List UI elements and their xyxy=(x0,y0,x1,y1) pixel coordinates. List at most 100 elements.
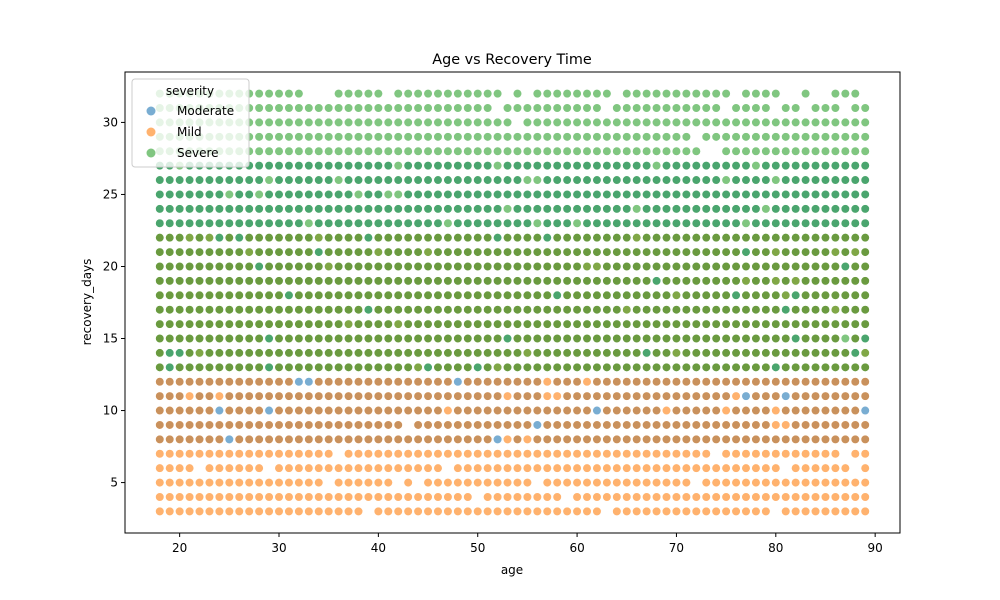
scatter-point-severe xyxy=(671,161,682,171)
scatter-point-mild xyxy=(830,405,841,416)
scatter-point-severe xyxy=(453,348,463,358)
scatter-point-mild xyxy=(572,391,582,401)
scatter-point-severe xyxy=(473,233,483,243)
scatter-point-mild xyxy=(443,405,453,416)
scatter-point-moderate xyxy=(304,377,314,387)
scatter-point-severe xyxy=(721,189,731,200)
scatter-point-severe xyxy=(562,319,572,329)
scatter-point-severe xyxy=(254,146,264,156)
scatter-point-severe xyxy=(602,348,612,358)
scatter-point-severe xyxy=(433,103,443,113)
scatter-point-severe xyxy=(671,333,682,344)
scatter-point-severe xyxy=(781,103,791,113)
scatter-point-severe xyxy=(850,305,860,315)
scatter-point-mild xyxy=(244,391,254,401)
scatter-point-severe xyxy=(254,89,264,99)
scatter-point-severe xyxy=(274,146,284,156)
scatter-point-severe xyxy=(413,189,423,200)
scatter-point-severe xyxy=(761,103,771,113)
scatter-point-mild xyxy=(324,506,334,516)
scatter-point-severe xyxy=(711,189,721,200)
scatter-point-severe xyxy=(810,362,821,372)
scatter-point-mild xyxy=(274,463,284,473)
scatter-point-severe xyxy=(353,333,364,344)
scatter-point-severe xyxy=(721,305,731,315)
scatter-point-mild xyxy=(304,492,314,502)
scatter-point-severe xyxy=(572,175,582,185)
scatter-point-severe xyxy=(642,161,652,171)
scatter-point-severe xyxy=(701,290,711,300)
scatter-point-mild xyxy=(622,391,632,401)
scatter-point-mild xyxy=(791,506,801,516)
scatter-point-mild xyxy=(284,434,294,444)
scatter-point-severe xyxy=(224,218,234,228)
scatter-point-mild xyxy=(741,420,751,430)
scatter-point-severe xyxy=(632,290,642,300)
scatter-point-mild xyxy=(383,449,393,459)
scatter-point-severe xyxy=(314,146,324,156)
scatter-point-severe xyxy=(403,218,413,228)
scatter-point-mild xyxy=(502,434,513,444)
scatter-point-mild xyxy=(512,449,523,459)
scatter-point-mild xyxy=(840,377,850,387)
scatter-point-severe xyxy=(711,305,721,315)
scatter-point-severe xyxy=(791,132,801,142)
scatter-point-mild xyxy=(771,477,781,488)
scatter-point-severe xyxy=(542,218,552,228)
scatter-point-mild xyxy=(522,434,533,444)
scatter-point-mild xyxy=(224,506,234,516)
scatter-point-severe xyxy=(691,218,701,228)
scatter-point-mild xyxy=(810,463,821,473)
scatter-point-severe xyxy=(492,218,503,228)
scatter-point-severe xyxy=(691,333,701,344)
scatter-point-severe xyxy=(721,247,731,257)
scatter-point-severe xyxy=(661,161,672,171)
scatter-point-severe xyxy=(632,261,642,272)
scatter-point-severe xyxy=(373,146,383,156)
scatter-point-severe xyxy=(284,189,294,200)
scatter-point-severe xyxy=(165,204,175,214)
scatter-point-severe xyxy=(502,261,513,272)
scatter-point-mild xyxy=(175,477,185,488)
scatter-point-severe xyxy=(542,146,552,156)
scatter-point-severe xyxy=(771,305,781,315)
scatter-point-severe xyxy=(840,276,850,286)
scatter-point-severe xyxy=(214,276,224,286)
scatter-point-severe xyxy=(820,117,831,128)
scatter-point-mild xyxy=(512,405,523,416)
scatter-point-mild xyxy=(522,405,533,416)
scatter-point-mild xyxy=(781,492,791,502)
scatter-point-severe xyxy=(632,362,642,372)
scatter-point-mild xyxy=(264,377,274,387)
scatter-point-severe xyxy=(532,189,542,200)
scatter-point-severe xyxy=(363,204,374,214)
scatter-point-severe xyxy=(294,161,304,171)
scatter-point-severe xyxy=(393,233,403,243)
scatter-point-moderate xyxy=(224,434,234,444)
scatter-point-mild xyxy=(691,434,701,444)
scatter-point-severe xyxy=(314,189,324,200)
scatter-point-mild xyxy=(483,477,493,488)
scatter-point-severe xyxy=(572,319,582,329)
scatter-point-severe xyxy=(671,189,682,200)
scatter-point-severe xyxy=(453,175,463,185)
scatter-point-mild xyxy=(791,434,801,444)
scatter-point-mild xyxy=(751,449,761,459)
scatter-point-mild xyxy=(532,434,542,444)
scatter-point-mild xyxy=(473,463,483,473)
scatter-point-mild xyxy=(492,506,503,516)
scatter-point-severe xyxy=(443,189,453,200)
scatter-point-severe xyxy=(403,305,413,315)
scatter-point-mild xyxy=(741,405,751,416)
scatter-point-severe xyxy=(701,218,711,228)
scatter-point-severe xyxy=(661,348,672,358)
scatter-point-mild xyxy=(771,434,781,444)
legend-label-mild: Mild xyxy=(177,125,202,139)
scatter-point-mild xyxy=(632,405,642,416)
scatter-point-severe xyxy=(651,276,662,286)
scatter-point-mild xyxy=(612,377,622,387)
scatter-point-mild xyxy=(552,463,562,473)
scatter-point-severe xyxy=(403,276,413,286)
scatter-point-severe xyxy=(155,319,165,329)
scatter-point-mild xyxy=(552,477,562,488)
